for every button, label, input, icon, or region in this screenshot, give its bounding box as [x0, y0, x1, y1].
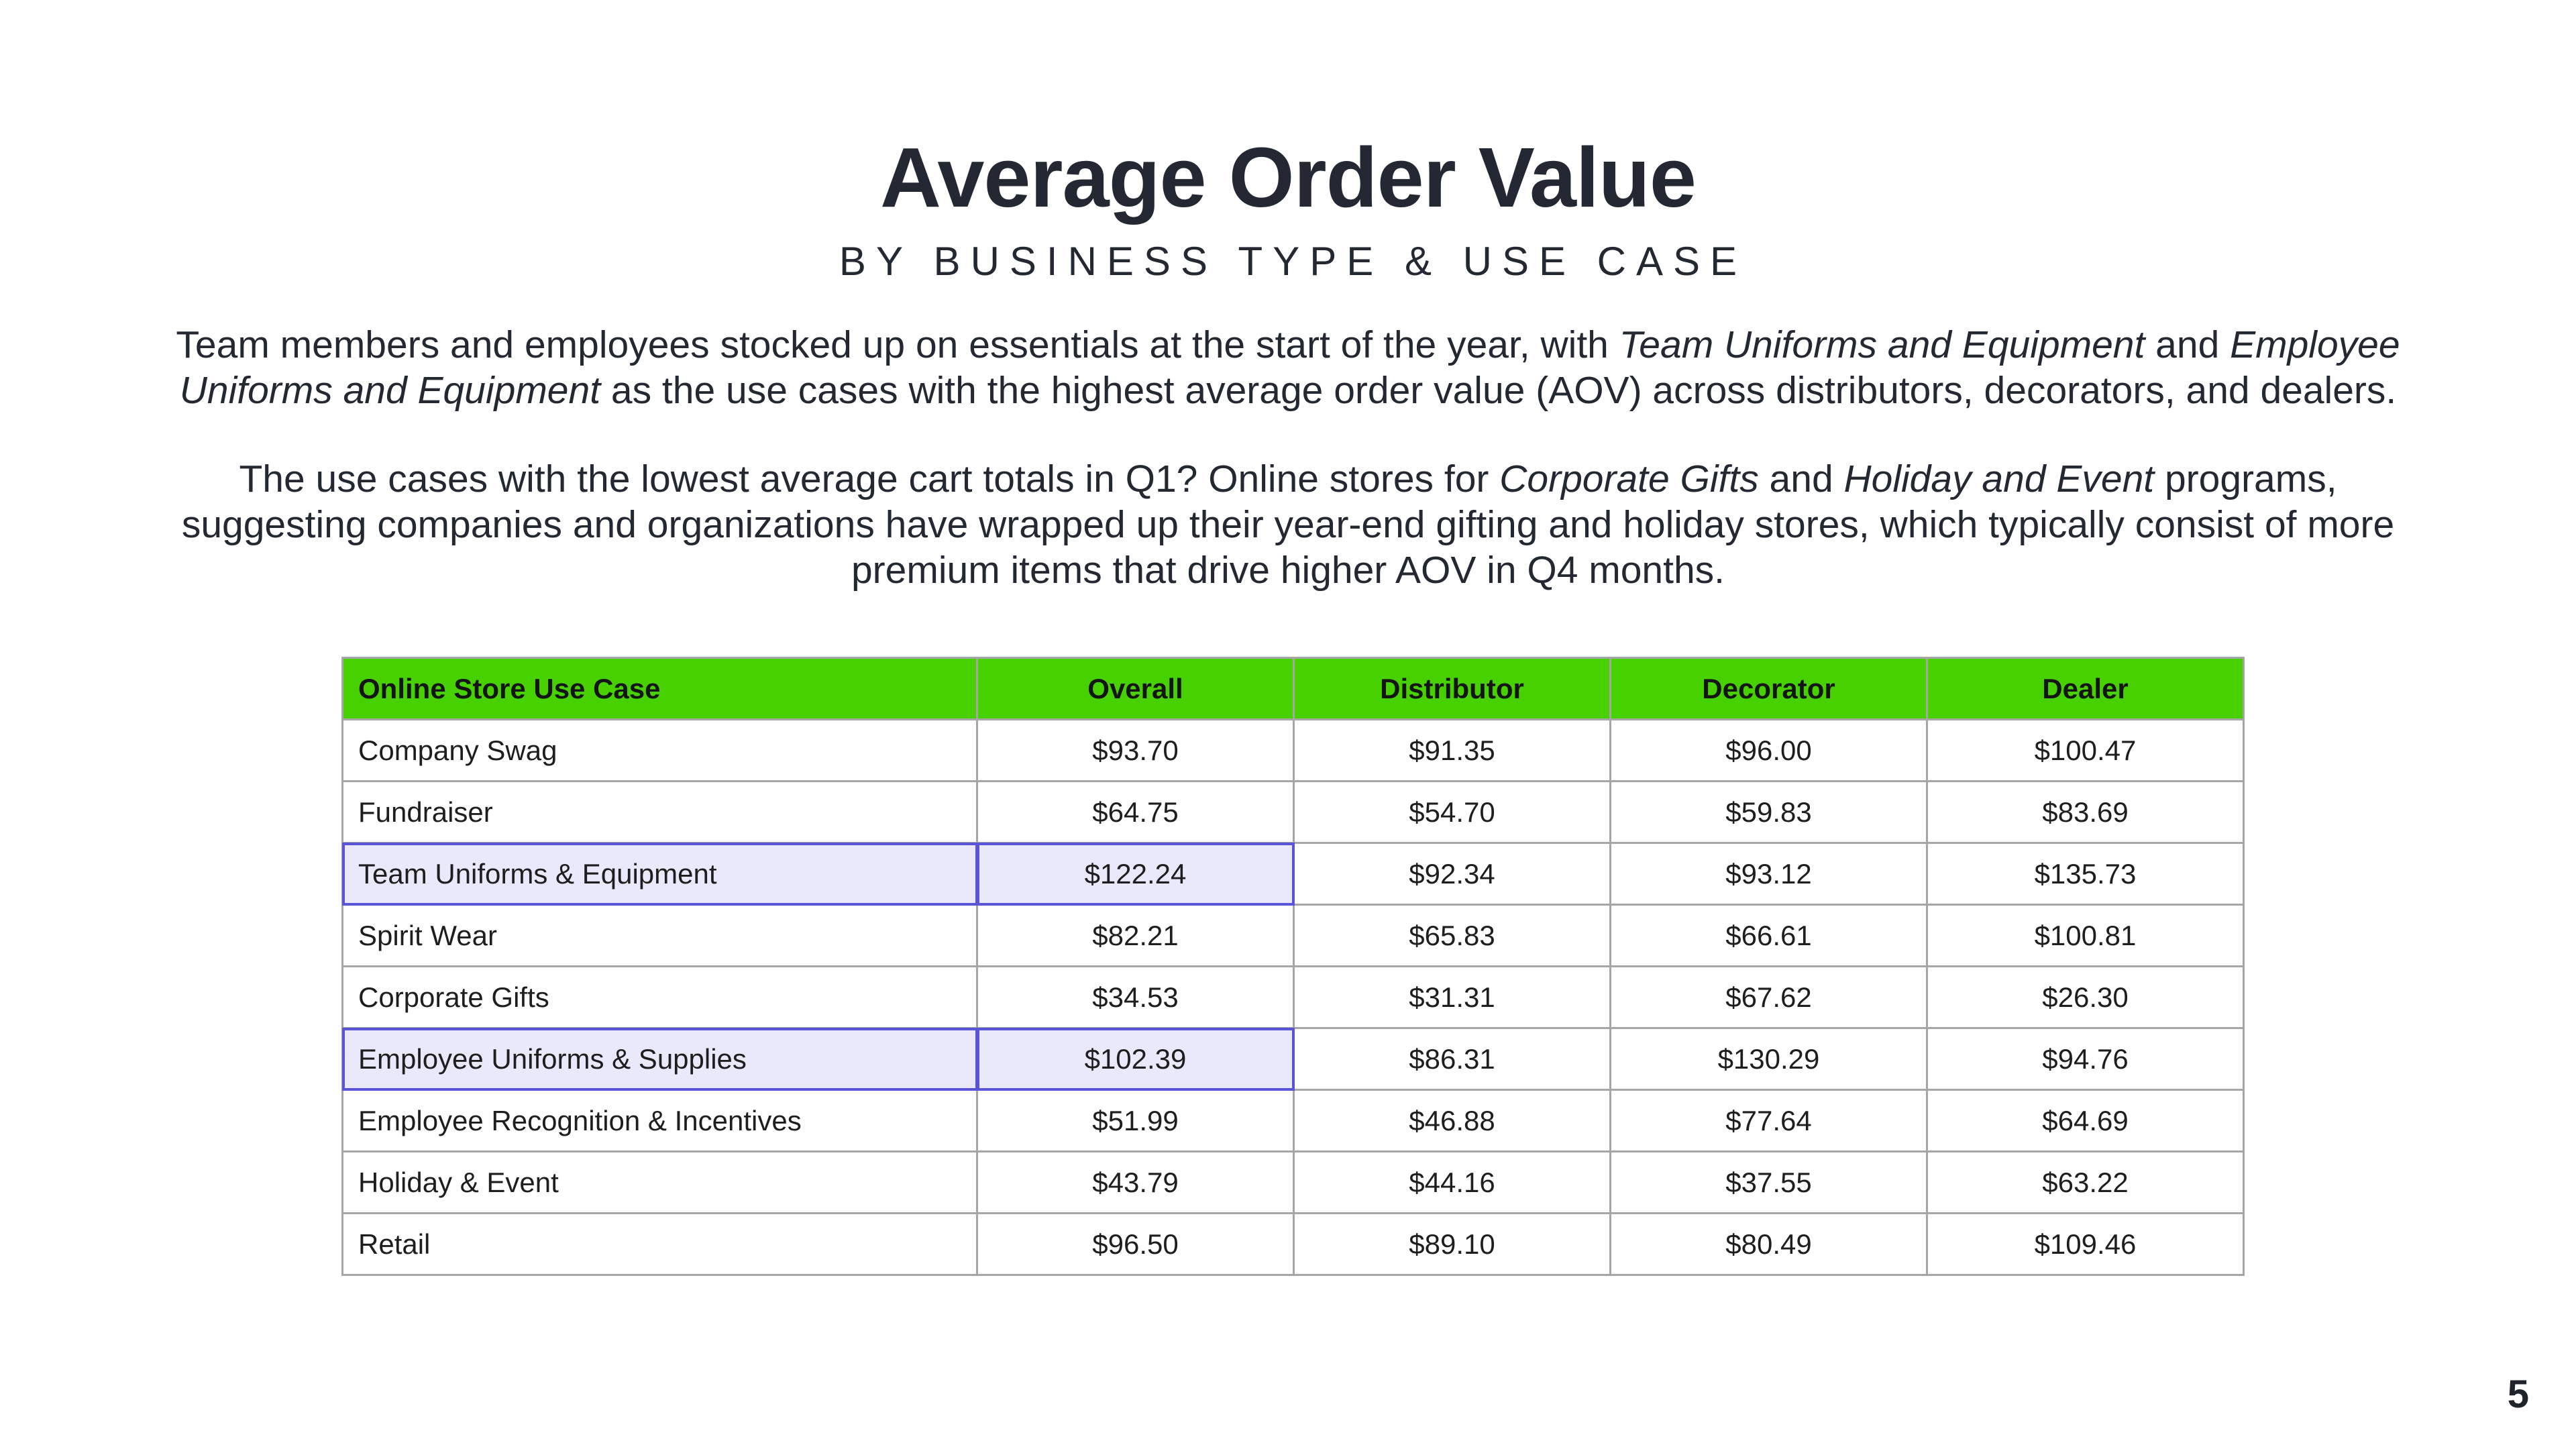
cell-decorator: $93.12 — [1609, 842, 1928, 906]
cell-distributor: $91.35 — [1293, 718, 1611, 782]
cell-decorator: $66.61 — [1609, 904, 1928, 967]
cell-distributor: $31.31 — [1293, 965, 1611, 1029]
cell-use-case: Fundraiser — [341, 780, 978, 844]
table-row: Retail $96.50 $89.10 $80.49 $109.46 — [341, 1212, 2245, 1276]
cell-dealer: $83.69 — [1926, 780, 2245, 844]
cell-dealer: $26.30 — [1926, 965, 2245, 1029]
intro-paragraph: Team members and employees stocked up on… — [161, 322, 2415, 413]
cell-overall: $34.53 — [976, 965, 1295, 1029]
cell-dealer: $100.47 — [1926, 718, 2245, 782]
cell-overall: $64.75 — [976, 780, 1295, 844]
cell-distributor: $89.10 — [1293, 1212, 1611, 1276]
summary-paragraph: The use cases with the lowest average ca… — [161, 456, 2415, 593]
cell-use-case: Corporate Gifts — [341, 965, 978, 1029]
cell-overall: $43.79 — [976, 1150, 1295, 1214]
column-header-overall: Overall — [976, 657, 1295, 720]
cell-use-case: Holiday & Event — [341, 1150, 978, 1214]
paragraph-text: as the use cases with the highest averag… — [600, 369, 2397, 412]
cell-dealer: $109.46 — [1926, 1212, 2245, 1276]
cell-overall: $51.99 — [976, 1089, 1295, 1152]
cell-overall: $96.50 — [976, 1212, 1295, 1276]
cell-dealer: $135.73 — [1926, 842, 2245, 906]
cell-use-case: Company Swag — [341, 718, 978, 782]
cell-decorator: $59.83 — [1609, 780, 1928, 844]
page-subtitle: BY BUSINESS TYPE & USE CASE — [839, 239, 1748, 284]
cell-use-case: Employee Recognition & Incentives — [341, 1089, 978, 1152]
cell-decorator: $37.55 — [1609, 1150, 1928, 1214]
cell-use-case: Spirit Wear — [341, 904, 978, 967]
paragraph-text: programs, suggesting companies and organ… — [181, 458, 2395, 592]
cell-distributor: $54.70 — [1293, 780, 1611, 844]
cell-dealer: $94.76 — [1926, 1027, 2245, 1091]
paragraph-text: Team members and employees stocked up on… — [176, 323, 1619, 366]
cell-dealer: $63.22 — [1926, 1150, 2245, 1214]
paragraph-text: The use cases with the lowest average ca… — [239, 458, 1500, 500]
table-row: Team Uniforms & Equipment $122.24 $92.34 $9… — [341, 842, 2245, 906]
cell-decorator: $130.29 — [1609, 1027, 1928, 1091]
cell-decorator: $77.64 — [1609, 1089, 1928, 1152]
cell-overall: $93.70 — [976, 718, 1295, 782]
paragraph-emphasis: Holiday and Event — [1843, 458, 2155, 500]
cell-decorator: $96.00 — [1609, 718, 1928, 782]
cell-distributor: $92.34 — [1293, 842, 1611, 906]
paragraph-text: and — [2145, 323, 2231, 366]
cell-overall: $122.24 — [976, 842, 1295, 906]
page-number: 5 — [2507, 1373, 2529, 1416]
cell-dealer: $100.81 — [1926, 904, 2245, 967]
cell-use-case: Retail — [341, 1212, 978, 1276]
cell-overall: $102.39 — [976, 1027, 1295, 1091]
table-row: Employee Uniforms & Supplies $102.39 $86.3… — [341, 1027, 2245, 1091]
page-title: Average Order Value — [880, 130, 1697, 225]
cell-use-case: Team Uniforms & Equipment — [341, 842, 978, 906]
cell-distributor: $44.16 — [1293, 1150, 1611, 1214]
column-header-decorator: Decorator — [1609, 657, 1928, 720]
table-row: Holiday & Event $43.79 $44.16 $37.55 $63.22 — [341, 1150, 2245, 1214]
cell-overall: $82.21 — [976, 904, 1295, 967]
cell-decorator: $67.62 — [1609, 965, 1928, 1029]
cell-distributor: $46.88 — [1293, 1089, 1611, 1152]
cell-decorator: $80.49 — [1609, 1212, 1928, 1276]
cell-distributor: $65.83 — [1293, 904, 1611, 967]
paragraph-text: and — [1758, 458, 1844, 500]
table-header-row: Online Store Use Case Overall Distributo… — [341, 657, 2245, 720]
column-header-distributor: Distributor — [1293, 657, 1611, 720]
cell-use-case: Employee Uniforms & Supplies — [341, 1027, 978, 1091]
aov-table: Online Store Use Case Overall Distributo… — [341, 657, 2245, 1276]
paragraph-emphasis: Team Uniforms and Equipment — [1619, 323, 2145, 366]
column-header-dealer: Dealer — [1926, 657, 2245, 720]
table-body: Company Swag $93.70 $91.35 $96.00 $100.47 Fun… — [341, 718, 2245, 1276]
column-header-use-case: Online Store Use Case — [341, 657, 978, 720]
table-row: Company Swag $93.70 $91.35 $96.00 $100.47 — [341, 718, 2245, 782]
table-row: Fundraiser $64.75 $54.70 $59.83 $83.69 — [341, 780, 2245, 844]
paragraph-emphasis: Corporate Gifts — [1499, 458, 1759, 500]
cell-distributor: $86.31 — [1293, 1027, 1611, 1091]
paragraph-emphasis: Employee Uniforms and Equipment — [179, 323, 2400, 412]
table-row: Spirit Wear $82.21 $65.83 $66.61 $100.81 — [341, 904, 2245, 967]
table-row: Corporate Gifts $34.53 $31.31 $67.62 $26.30 — [341, 965, 2245, 1029]
table-row: Employee Recognition & Incentives $51.99 $… — [341, 1089, 2245, 1152]
cell-dealer: $64.69 — [1926, 1089, 2245, 1152]
